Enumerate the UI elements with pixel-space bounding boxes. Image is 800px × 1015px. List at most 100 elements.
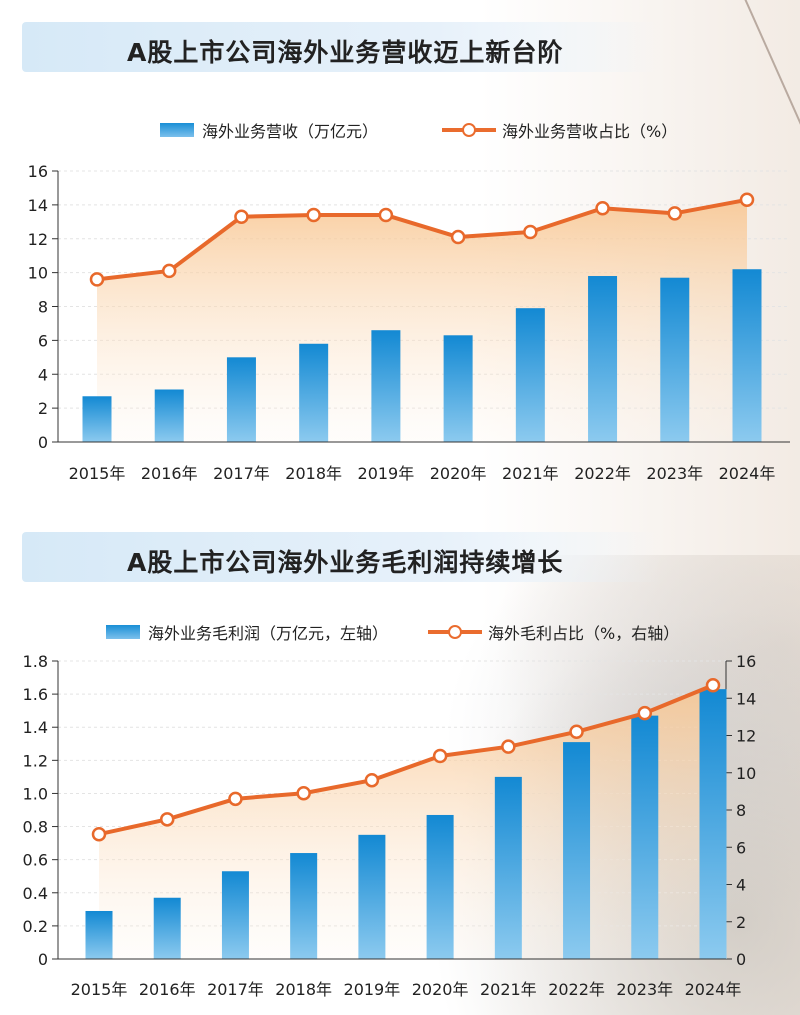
line-point-2018年	[296, 785, 311, 801]
y-tick-label: 0.2	[23, 917, 48, 936]
bar-2024年	[699, 689, 727, 959]
y-tick-label: 16	[28, 162, 48, 181]
x-tick-label: 2022年	[548, 980, 605, 999]
y-tick-label: 2	[38, 399, 48, 418]
line-legend-swatch	[428, 625, 482, 639]
y-right-tick-label: 0	[736, 950, 746, 969]
y-right-tick-label: 6	[736, 838, 746, 857]
bar-2016年	[153, 897, 181, 959]
x-tick-label: 2020年	[430, 464, 487, 483]
y-tick-label: 8	[38, 298, 48, 317]
bar-legend-swatch	[106, 625, 140, 639]
y-right-tick-label: 14	[736, 689, 756, 708]
y-right-tick-label: 4	[736, 876, 746, 895]
line-point-2024年	[705, 677, 721, 693]
chart2-legend-bar: 海外业务毛利润（万亿元，左轴）	[106, 620, 388, 644]
line-point-2017年	[234, 209, 249, 224]
chart2-legend-line-label: 海外毛利占比（%，右轴）	[488, 624, 680, 643]
y-right-tick-label: 8	[736, 801, 746, 820]
line-point-2016年	[161, 263, 177, 279]
chart1-plot: 0 2 4 6 8 10 12 14 16 2015年 2016年 2017年 2018年 2019年 20…	[28, 162, 790, 483]
y-tick-label: 6	[38, 331, 48, 350]
y-tick-label: 1.2	[23, 751, 48, 770]
line-point-2016年	[159, 812, 175, 827]
y-tick-label: 12	[28, 230, 48, 249]
x-tick-label: 2019年	[358, 464, 415, 483]
bar-2019年	[371, 330, 401, 442]
line-point-2022年	[569, 724, 584, 740]
chart1-legend-bar: 海外业务营收（万亿元）	[160, 118, 378, 142]
bar-2019年	[358, 834, 386, 959]
x-tick-label: 2015年	[71, 980, 128, 999]
line-point-2024年	[739, 192, 755, 208]
line-point-2015年	[91, 826, 107, 842]
y-tick-label: 0.6	[23, 851, 48, 870]
line-legend-swatch	[442, 123, 496, 137]
x-tick-label: 2021年	[480, 980, 537, 999]
bar-2017年	[221, 871, 249, 959]
y-tick-label: 1.8	[23, 652, 48, 671]
chart2-title-band: A股上市公司海外业务毛利润持续增长	[22, 532, 662, 582]
chart1-title: A股上市公司海外业务营收迈上新台阶	[127, 38, 564, 67]
bar-2020年	[426, 814, 454, 959]
chart1-title-band: A股上市公司海外业务营收迈上新台阶	[22, 22, 662, 72]
line-point-2021年	[501, 739, 516, 754]
x-tick-label: 2020年	[412, 980, 469, 999]
bar-2021年	[494, 776, 522, 959]
chart1-legend-line: 海外业务营收占比（%）	[442, 118, 677, 142]
line-area-fill	[97, 199, 747, 442]
line-area-fill	[99, 685, 713, 959]
y-right-tick-label: 2	[736, 913, 746, 932]
y-tick-label: 4	[38, 365, 48, 384]
x-tick-label: 2018年	[285, 464, 342, 483]
x-tick-label: 2023年	[646, 464, 703, 483]
bar-2022年	[563, 742, 591, 959]
x-tick-label: 2024年	[685, 980, 742, 999]
x-tick-label: 2019年	[344, 980, 401, 999]
y-tick-label: 1.0	[23, 784, 48, 803]
x-tick-label: 2023年	[616, 980, 673, 999]
x-tick-label: 2024年	[719, 464, 776, 483]
chart2-legend-bar-label: 海外业务毛利润（万亿元，左轴）	[148, 624, 389, 643]
bar-2022年	[588, 276, 618, 442]
y-tick-label: 1.4	[23, 718, 48, 737]
chart1-legend-line-label: 海外业务营收占比（%）	[502, 122, 678, 141]
y-tick-label: 0.8	[23, 818, 48, 837]
bar-2017年	[226, 357, 256, 442]
x-tick-label: 2018年	[275, 980, 332, 999]
bar-2015年	[85, 910, 113, 959]
chart2-legend-line: 海外毛利占比（%，右轴）	[428, 620, 679, 644]
line-point-2022年	[595, 201, 610, 216]
bar-2024年	[732, 269, 762, 442]
line-point-2017年	[228, 791, 243, 807]
y-right-tick-label: 16	[736, 652, 756, 671]
x-tick-label: 2016年	[141, 464, 198, 483]
bar-legend-swatch	[160, 123, 194, 137]
bar-2018年	[299, 343, 329, 442]
series-line	[96, 197, 748, 282]
bar-2018年	[290, 853, 318, 959]
x-tick-label: 2015年	[69, 464, 126, 483]
line-point-2019年	[364, 772, 380, 788]
y-tick-label: 14	[28, 196, 48, 215]
bar-2020年	[443, 335, 473, 442]
line-point-2021年	[523, 224, 538, 240]
x-tick-label: 2022年	[574, 464, 631, 483]
x-tick-label: 2016年	[139, 980, 196, 999]
x-tick-label: 2021年	[502, 464, 559, 483]
line-point-2023年	[667, 206, 683, 221]
line-point-2020年	[450, 229, 466, 245]
bar-2021年	[515, 308, 545, 442]
line-point-2018年	[306, 207, 321, 223]
series-line	[98, 683, 714, 837]
line-point-2015年	[89, 272, 105, 287]
chart1-legend-bar-label: 海外业务营收（万亿元）	[202, 122, 379, 141]
line-point-2023年	[637, 705, 653, 721]
chart2-title: A股上市公司海外业务毛利润持续增长	[127, 548, 564, 577]
bar-2016年	[154, 389, 184, 442]
line-point-2020年	[432, 748, 448, 764]
x-tick-label: 2017年	[207, 980, 264, 999]
y-tick-label: 10	[28, 264, 48, 283]
x-tick-label: 2017年	[213, 464, 270, 483]
